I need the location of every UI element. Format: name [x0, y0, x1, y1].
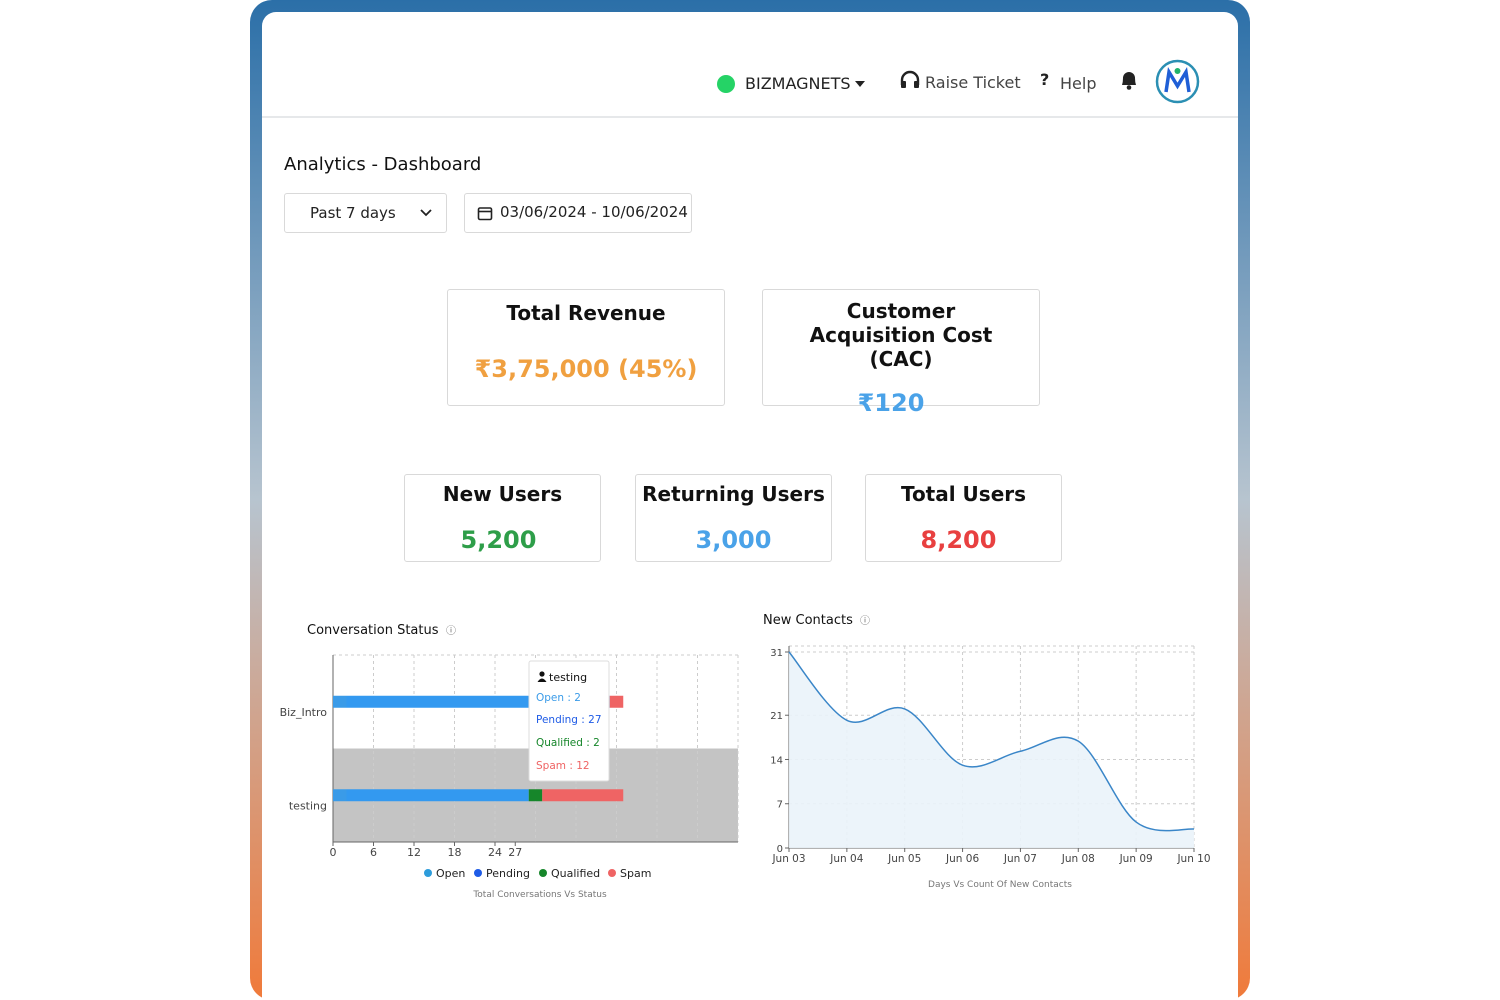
dropdown-caret [855, 81, 865, 87]
bar-segment [609, 695, 624, 708]
period-label: Past 7 days [310, 204, 396, 222]
kpi-value: ₹3,75,000 (45%) [474, 355, 698, 383]
x-tick-label: Jun 03 [771, 853, 805, 865]
x-tick-label: Jun 05 [887, 853, 921, 865]
kpi-card: Total Revenue ₹3,75,000 (45%) [447, 289, 725, 406]
bar-segment [542, 789, 624, 802]
legend-swatch [424, 869, 432, 877]
page-title: Analytics - Dashboard [284, 154, 482, 175]
date-range: 03/06/2024 - 10/06/2024 [500, 203, 688, 221]
x-tick-label: 27 [508, 846, 522, 859]
bell-icon[interactable] [1118, 68, 1140, 92]
header-divider [262, 116, 1238, 118]
legend-label: Open [436, 867, 465, 880]
x-tick-label: Jun 09 [1119, 853, 1153, 865]
headset-icon [900, 70, 920, 88]
kpi-card: Customer Acquisition Cost (CAC) ₹120 [762, 289, 1040, 417]
tooltip-icon [537, 678, 547, 682]
kpi-label: Returning Users [642, 482, 825, 506]
x-tick-label: Jun 04 [829, 853, 863, 865]
kpi-card: New Users 5,200 [404, 474, 601, 562]
tooltip-line: Qualified : 2 [536, 737, 600, 749]
y-tick-label: 21 [770, 711, 783, 722]
legend-swatch [608, 869, 616, 877]
line [788, 651, 1195, 832]
legend-swatch [474, 869, 482, 877]
tooltip-icon [539, 671, 545, 677]
tooltip-line: Spam : 12 [536, 760, 590, 772]
info-icon: ⓘ [860, 615, 870, 627]
x-tick-label: 18 [448, 846, 462, 859]
brand[interactable]: BIZMAGNETS [745, 74, 851, 93]
y-tick-label: testing [289, 799, 327, 812]
y-tick-label: 7 [777, 800, 783, 811]
tooltip-title: testing [549, 671, 587, 684]
x-tick-label: 0 [330, 846, 337, 859]
legend-label: Spam [620, 867, 651, 880]
x-tick-label: Jun 07 [1003, 853, 1037, 865]
area-fill [789, 652, 1194, 848]
tooltip-line: Open : 2 [536, 692, 581, 704]
chevron [420, 209, 432, 217]
chart-title: New Contacts [763, 613, 853, 628]
bar-segment [346, 789, 529, 802]
kpi-value: ₹120 [857, 389, 925, 417]
x-tick-label: Jun 10 [1176, 853, 1210, 865]
kpi-label: Total Users [900, 482, 1027, 506]
chart-subtitle: Total Conversations Vs Status [472, 890, 607, 900]
kpi-value: 5,200 [460, 526, 537, 554]
kpi-label: Customer Acquisition Cost (CAC) [809, 299, 993, 371]
help[interactable]: Help [1060, 74, 1097, 93]
y-tick-label: 14 [770, 755, 783, 766]
kpi-label: Total Revenue [506, 301, 666, 325]
y-tick-label: Biz_Intro [280, 706, 328, 719]
period-select[interactable]: Past 7 days [284, 193, 447, 233]
chart-title: Conversation Status [307, 623, 439, 638]
x-tick-label: 12 [407, 846, 421, 859]
avatar[interactable] [1155, 59, 1200, 104]
y-tick-label: 0 [777, 844, 783, 855]
kpi-value: 8,200 [920, 526, 997, 554]
kpi-value: 3,000 [695, 526, 772, 554]
chart-subtitle: Days Vs Count Of New Contacts [928, 880, 1072, 890]
y-tick-label: 31 [770, 648, 783, 659]
whatsapp-icon [717, 75, 735, 93]
x-tick-label: 24 [488, 846, 502, 859]
help-icon: ? [1040, 70, 1050, 89]
legend-label: Qualified [551, 867, 600, 880]
legend-label: Pending [486, 867, 530, 880]
bar-segment [528, 789, 543, 802]
kpi-label: New Users [442, 482, 563, 506]
x-tick-label: 6 [370, 846, 377, 859]
tooltip-line: Pending : 27 [536, 714, 602, 726]
kpi-card: Total Users 8,200 [865, 474, 1062, 562]
calendar-icon [477, 207, 493, 221]
date-range-picker[interactable]: 03/06/2024 - 10/06/2024 [464, 193, 692, 233]
x-tick-label: Jun 06 [945, 853, 979, 865]
x-tick-label: Jun 08 [1061, 853, 1095, 865]
info-icon: ⓘ [446, 625, 456, 637]
raise-ticket[interactable]: Raise Ticket [925, 73, 1021, 92]
tooltip [528, 660, 610, 782]
kpi-card: Returning Users 3,000 [635, 474, 832, 562]
bar-segment [333, 695, 347, 708]
bar-segment [333, 789, 347, 802]
legend-swatch [539, 869, 547, 877]
